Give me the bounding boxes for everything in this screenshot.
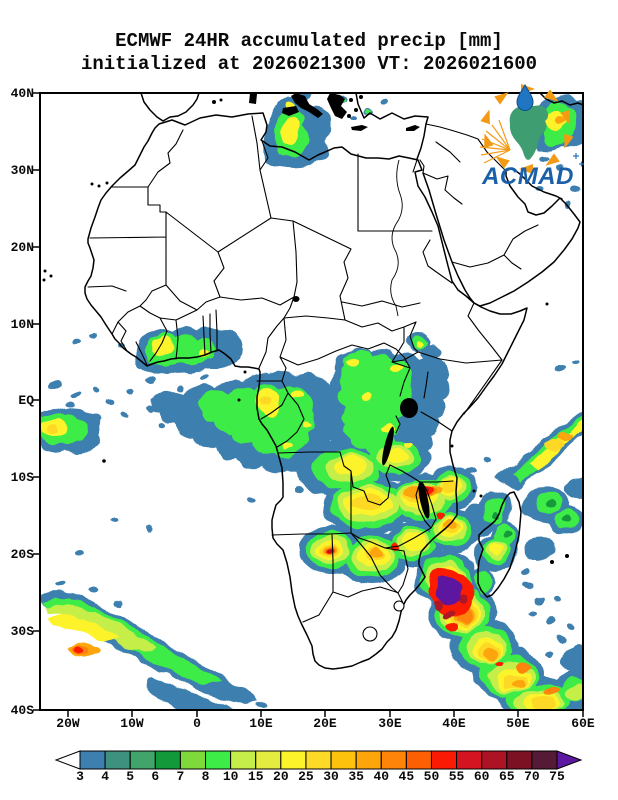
lat-tick-label: 20N xyxy=(10,240,34,255)
colorbar-level-label: 10 xyxy=(222,769,239,784)
colorbar-cell xyxy=(405,750,432,770)
logo-drop-icon xyxy=(516,83,534,111)
colorbar-cell xyxy=(79,750,106,770)
colorbar-level-label: 35 xyxy=(348,769,364,784)
colorbar-cell xyxy=(154,750,181,770)
colorbar-cell xyxy=(456,750,483,770)
logo-arrows-icon xyxy=(480,84,574,174)
colorbar-level-label: 55 xyxy=(448,769,465,784)
lon-tick-label: 20W xyxy=(56,716,80,731)
map-title: ECMWF 24HR accumulated precip [mm] initi… xyxy=(0,30,618,76)
colorbar-cell xyxy=(179,750,207,770)
colorbar-cell xyxy=(280,750,307,770)
lon-tick-label: 50E xyxy=(506,716,530,731)
colorbar-level-label: 65 xyxy=(498,769,515,784)
colorbar-level-label: 70 xyxy=(524,769,540,784)
colorbar-cell xyxy=(305,750,332,770)
colorbar-level-label: 15 xyxy=(247,769,264,784)
colorbar-level-label: 45 xyxy=(398,769,415,784)
colorbar-level-label: 3 xyxy=(76,769,84,784)
logo-sparkle-icon xyxy=(573,153,584,167)
lat-tick-label: 20S xyxy=(10,547,34,562)
lat-tick-label: 40S xyxy=(10,703,34,718)
colorbar-cell xyxy=(230,750,257,770)
colorbar-level-label: 20 xyxy=(273,769,289,784)
islands-and-lakes xyxy=(42,94,569,564)
colorbar-level-label: 60 xyxy=(473,769,490,784)
colorbar-cell xyxy=(481,750,508,770)
colorbar-cell xyxy=(531,750,558,770)
title-line-2: initialized at 2026021300 VT: 2026021600 xyxy=(80,53,538,75)
lon-tick-label: 30E xyxy=(378,716,402,731)
colorbar-level-label: 6 xyxy=(151,769,160,784)
lon-tick-label: 40E xyxy=(442,716,466,731)
logo-africa-icon xyxy=(509,104,549,160)
logo-rays-icon xyxy=(479,119,511,164)
colorbar-labels: 3 4 5 6 7 8 10 15 20 25 30 35 40 45 50 55 60 65 70 75 xyxy=(0,769,618,787)
lon-tick-label: 20E xyxy=(313,716,337,731)
colorbar-cell xyxy=(330,750,357,770)
colorbar-cell xyxy=(255,750,282,770)
colorbar-level-label: 40 xyxy=(373,769,390,784)
colorbar-level-label: 7 xyxy=(176,769,185,784)
lat-tick-label: 30S xyxy=(10,624,34,639)
map-frame xyxy=(33,92,584,717)
lon-tick-label: 10E xyxy=(249,716,273,731)
colorbar-cell xyxy=(430,750,458,770)
colorbar-cell xyxy=(506,750,533,770)
colorbar-cell xyxy=(129,750,156,770)
acmad-logo: ACMAD xyxy=(479,83,584,190)
colorbar-cell xyxy=(205,750,232,770)
colorbar-level-label: 8 xyxy=(201,769,210,784)
colorbar-level-label: 25 xyxy=(298,769,314,784)
colorbar-level-label: 5 xyxy=(126,769,135,784)
colorbar-under-arrow xyxy=(54,750,81,770)
coastlines xyxy=(84,94,582,670)
colorbar-cell xyxy=(104,750,131,770)
colorbar-level-label: 30 xyxy=(323,769,339,784)
colorbar-level-label: 75 xyxy=(549,769,565,784)
lat-tick-label: 30N xyxy=(10,163,34,178)
lat-tick-label: 10N xyxy=(10,317,34,332)
colorbar-cell xyxy=(380,750,407,770)
colorbar xyxy=(54,750,583,770)
colorbar-over-arrow xyxy=(556,750,583,770)
lat-tick-label: 40N xyxy=(10,86,34,101)
lon-tick-label: 60E xyxy=(571,716,595,731)
colorbar-cells xyxy=(79,750,558,770)
lat-tick-label: 10S xyxy=(10,470,34,485)
colorbar-level-label: 50 xyxy=(423,769,440,784)
lat-tick-label: EQ xyxy=(18,393,34,408)
country-borders xyxy=(87,115,539,642)
title-line-1: ECMWF 24HR accumulated precip [mm] xyxy=(115,30,503,52)
colorbar-cell xyxy=(355,750,382,770)
lon-tick-label: 10W xyxy=(120,716,144,731)
colorbar-level-label: 4 xyxy=(101,769,109,784)
logo-wordmark: ACMAD xyxy=(481,163,574,190)
lon-tick-label: 0 xyxy=(193,716,201,731)
axis-ticks xyxy=(33,92,584,717)
